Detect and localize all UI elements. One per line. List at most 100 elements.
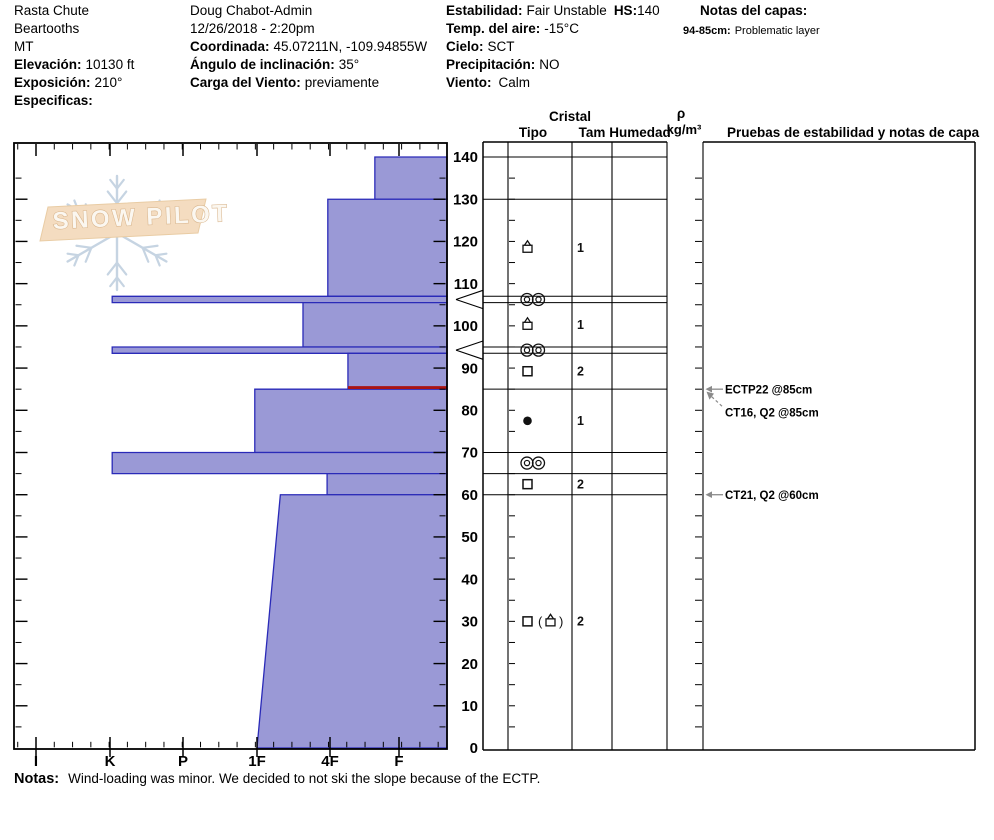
depth-label: 40 <box>461 571 478 588</box>
snowflake-icon <box>115 261 128 276</box>
hardness-bar <box>302 301 448 348</box>
grain-symbol-df-icon <box>522 321 533 330</box>
column-header-cristal: Cristal <box>549 109 591 124</box>
column-header-tipo: Tipo <box>519 125 547 140</box>
pit-name: Rasta Chute <box>14 3 90 18</box>
grain-symbol-mfcr-icon <box>531 343 546 357</box>
hardness-label: K <box>105 753 116 770</box>
snowflake-icon <box>141 244 159 249</box>
profile-frame <box>13 142 448 750</box>
grain-size-value: 2 <box>577 365 584 379</box>
grain-size-value: 2 <box>577 615 584 629</box>
depth-label: 140 <box>453 149 478 166</box>
grain-secondary-paren: ( <box>538 614 543 629</box>
depth-label: 80 <box>461 402 478 419</box>
snowflake-icon <box>115 190 128 205</box>
coordinates-row: Coordinada: 45.07211N, -109.94855W <box>190 39 428 54</box>
grain-symbol-mfcr-icon <box>531 292 546 307</box>
hardness-bar <box>254 388 448 454</box>
hardness-bar <box>111 451 448 475</box>
depth-label: 100 <box>453 318 478 335</box>
grain-secondary-paren: ) <box>559 614 563 629</box>
pit-range: Beartooths <box>14 21 80 36</box>
depth-label: 90 <box>461 360 478 377</box>
snowflake-icon <box>75 244 93 249</box>
grain-symbol-df-icon <box>523 316 532 323</box>
test-arrow-icon <box>705 491 712 499</box>
grain-size-value: 1 <box>577 241 584 255</box>
hardness-bar <box>327 198 448 297</box>
thin-layer-marker <box>455 340 484 351</box>
depth-label: 0 <box>470 740 478 757</box>
grain-symbol-df-icon <box>522 244 533 253</box>
grain-symbol-fc-icon <box>522 365 533 377</box>
thin-layer-marker <box>455 298 484 310</box>
grain-symbol-mfcr-icon <box>535 296 542 303</box>
grain-symbol-mfcr-icon <box>520 292 534 307</box>
grain-symbol-mfcr-icon <box>523 459 531 467</box>
grain-symbol-df-icon <box>523 239 532 246</box>
column-header-density-symbol: ρ <box>677 106 685 121</box>
depth-label: 130 <box>453 191 478 208</box>
wind-row: Viento: Calm <box>446 75 531 90</box>
hardness-bar <box>347 352 448 390</box>
layer-note-item: 94-85cm: Problematic layer <box>683 25 820 37</box>
snowflake-icon <box>115 178 125 190</box>
grain-size-value: 2 <box>577 477 584 491</box>
pit-notes-text: Wind-loading was minor. We decided to no… <box>68 771 541 786</box>
hardness-bar <box>374 156 448 200</box>
grain-symbol-df-icon <box>546 613 555 620</box>
snowflake-icon <box>115 231 168 263</box>
snowflake-icon <box>106 190 119 205</box>
grain-size-value: 1 <box>577 414 584 428</box>
snowpilot-logo-banner <box>39 198 207 242</box>
column-header-tests: Pruebas de estabilidad y notas de capa <box>727 125 980 140</box>
stability-row: Estabilidad: Fair Unstable HS:140 <box>446 3 660 18</box>
hardness-label: P <box>178 753 188 770</box>
elevation-row: Elevación: 10130 ft <box>14 57 135 72</box>
pit-notes: Notas: Wind-loading was minor. We decided… <box>14 770 540 788</box>
air-temp-row: Temp. del aire: -15°C <box>446 21 579 36</box>
depth-label: 20 <box>461 656 478 673</box>
grain-symbol-mfcr-icon <box>523 346 531 354</box>
grain-symbol-mfcr-icon <box>520 456 534 470</box>
snowflake-icon <box>106 261 119 276</box>
grain-symbol-mfcr-icon <box>535 346 542 354</box>
snowflake-icon <box>109 178 119 190</box>
depth-label: 60 <box>461 487 478 504</box>
test-arrow-icon <box>705 385 712 393</box>
pit-datetime: 12/26/2018 - 2:20pm <box>190 21 315 36</box>
grain-symbol-mfcr-icon <box>523 296 531 303</box>
depth-label: 10 <box>461 698 478 715</box>
column-header-humedad: Humedad <box>609 125 671 140</box>
sky-row: Cielo: SCT <box>446 39 515 54</box>
hardness-label: 4F <box>321 753 339 770</box>
column-header-tam: Tam <box>579 125 606 140</box>
test-arrow-line <box>709 394 723 407</box>
snowflake-icon <box>66 252 80 257</box>
depth-label: 70 <box>461 445 478 462</box>
grain-symbol-mfcr-icon <box>531 456 546 470</box>
pit-notes-label: Notas: <box>14 771 60 787</box>
snowflake-icon <box>154 254 161 267</box>
hardness-bar <box>111 346 448 354</box>
observer: Doug Chabot-Admin <box>190 3 313 18</box>
snowflake-icon <box>84 246 93 263</box>
grain-symbol-rg-icon <box>523 416 532 426</box>
depth-label: 120 <box>453 234 478 251</box>
snowflake-icon <box>73 254 80 267</box>
hardness-bar <box>326 472 448 496</box>
test-result-label: CT16, Q2 @85cm <box>725 407 819 419</box>
hardness-bar <box>111 295 448 304</box>
wind-loading-row: Carga del Viento: previamente <box>190 75 380 90</box>
depth-label: 30 <box>461 614 478 631</box>
test-arrow-icon <box>706 391 714 400</box>
hardness-bar <box>256 494 448 749</box>
grain-symbol-mfcr-icon <box>520 343 534 357</box>
slope-angle-row: Ángulo de inclinación: 35° <box>190 57 360 72</box>
grain-symbol-fc-icon <box>522 478 533 490</box>
grain-size-value: 1 <box>577 318 584 332</box>
hardness-label: I <box>34 753 38 770</box>
